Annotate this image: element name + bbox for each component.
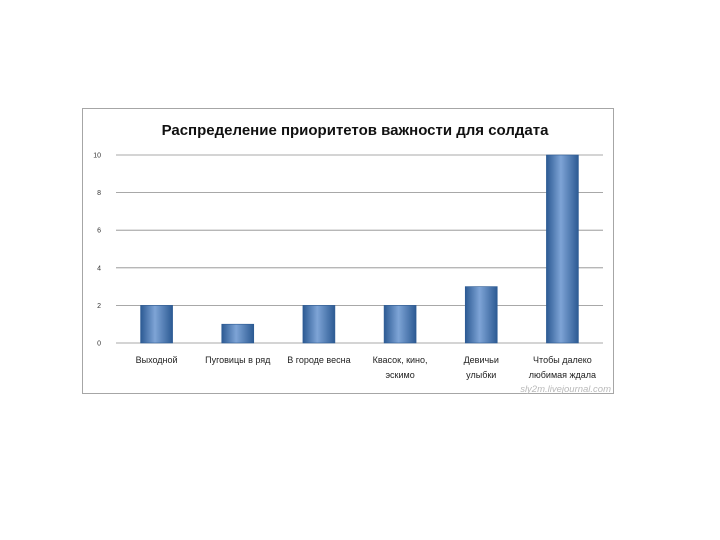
y-tick-label: 6: [97, 228, 101, 235]
bar: [140, 305, 173, 344]
x-category-label: любимая ждала: [529, 370, 596, 380]
bars: [140, 154, 579, 344]
x-category-label: Девичьи: [464, 355, 499, 365]
y-tick-label: 10: [93, 153, 101, 160]
x-category-label: В городе весна: [287, 355, 350, 365]
y-tick-label: 0: [97, 341, 101, 348]
gridlines: [116, 154, 603, 344]
x-category-label: улыбки: [466, 370, 496, 380]
bar-chart: Распределение приоритетов важности для с…: [93, 122, 611, 395]
y-tick-label: 2: [97, 303, 101, 310]
chart-frame: Распределение приоритетов важности для с…: [82, 108, 614, 395]
bar: [302, 305, 336, 344]
bar: [221, 323, 255, 344]
x-category-label: Квасок, кино,: [373, 355, 428, 365]
watermark: sly2m.livejournal.com: [520, 384, 611, 395]
chart-title: Распределение приоритетов важности для с…: [162, 122, 550, 139]
x-axis-labels: Выходной Пуговицы в ряд В городе весна Квас…: [136, 355, 596, 380]
x-category-label: Чтобы далеко: [533, 355, 592, 365]
bar: [546, 154, 579, 344]
y-tick-label: 8: [97, 190, 101, 197]
y-tick-label: 4: [97, 265, 101, 272]
bar: [464, 286, 498, 344]
x-category-label: эскимо: [385, 370, 414, 380]
x-category-label: Выходной: [136, 355, 178, 365]
x-category-label: Пуговицы в ряд: [205, 355, 271, 365]
bar: [383, 305, 417, 344]
y-axis-ticks: 0 2 4 6 8 10: [93, 153, 101, 348]
